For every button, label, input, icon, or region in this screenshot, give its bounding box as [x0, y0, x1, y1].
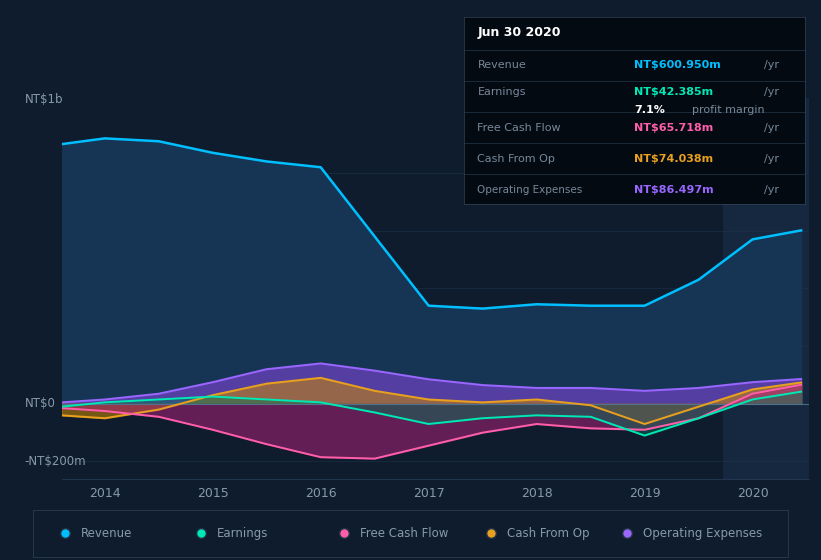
- Text: NT$1b: NT$1b: [25, 93, 63, 106]
- Text: /yr: /yr: [764, 154, 778, 164]
- Text: /yr: /yr: [764, 59, 778, 69]
- Text: 7.1%: 7.1%: [635, 105, 665, 115]
- Text: /yr: /yr: [764, 123, 778, 133]
- Text: Revenue: Revenue: [478, 59, 526, 69]
- Text: NT$42.385m: NT$42.385m: [635, 87, 713, 97]
- Text: /yr: /yr: [764, 87, 778, 97]
- Text: Cash From Op: Cash From Op: [507, 527, 589, 540]
- Text: Operating Expenses: Operating Expenses: [478, 185, 583, 195]
- Text: Cash From Op: Cash From Op: [478, 154, 555, 164]
- Text: Free Cash Flow: Free Cash Flow: [478, 123, 561, 133]
- Bar: [723, 98, 809, 479]
- Text: -NT$200m: -NT$200m: [25, 455, 86, 468]
- Text: Free Cash Flow: Free Cash Flow: [360, 527, 448, 540]
- Text: NT$86.497m: NT$86.497m: [635, 185, 713, 195]
- Text: profit margin: profit margin: [692, 105, 765, 115]
- Text: NT$65.718m: NT$65.718m: [635, 123, 713, 133]
- Text: Revenue: Revenue: [80, 527, 132, 540]
- Text: NT$74.038m: NT$74.038m: [635, 154, 713, 164]
- Text: /yr: /yr: [764, 185, 778, 195]
- Text: Jun 30 2020: Jun 30 2020: [478, 26, 561, 39]
- Text: NT$600.950m: NT$600.950m: [635, 59, 721, 69]
- Text: NT$0: NT$0: [25, 397, 56, 410]
- Text: Earnings: Earnings: [478, 87, 526, 97]
- Text: Operating Expenses: Operating Expenses: [643, 527, 763, 540]
- Text: Earnings: Earnings: [217, 527, 268, 540]
